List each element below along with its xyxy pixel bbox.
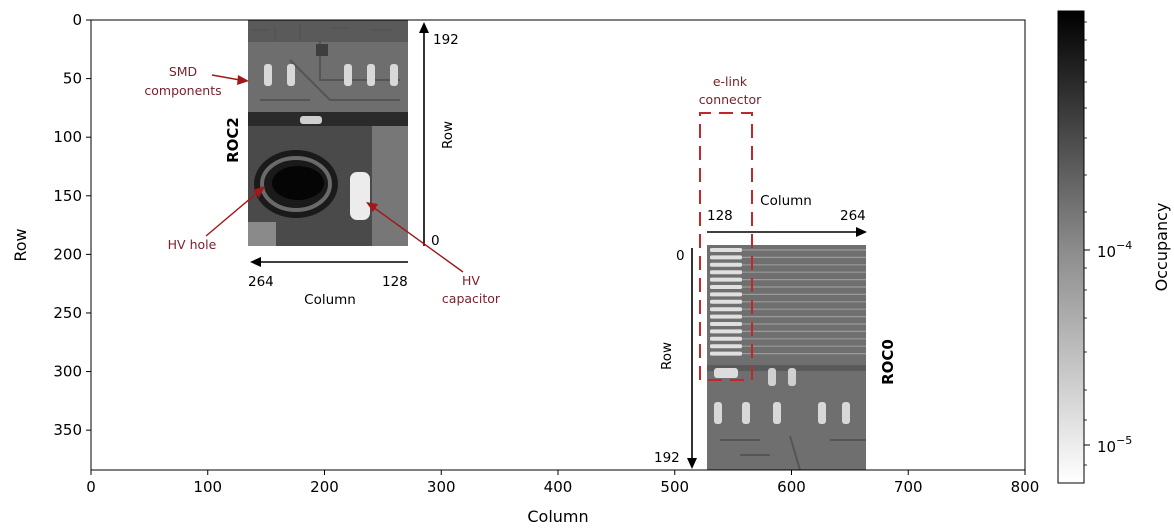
hv-hole-arrow — [205, 186, 265, 237]
colorbar-tick-low: 10−5 — [1097, 434, 1132, 456]
hv-capacitor-label-line2: capacitor — [442, 291, 501, 306]
y-tick-label: 250 — [53, 304, 82, 322]
connector-pad — [710, 292, 742, 297]
elink-dashed-box — [699, 112, 753, 381]
connector-pad — [710, 322, 742, 326]
roc0-col-left-label: 128 — [707, 208, 733, 224]
roc2-col-left-label: 264 — [248, 274, 274, 290]
hv-hole-label: HV hole — [168, 237, 217, 252]
y-tick-label: 150 — [53, 187, 82, 205]
hv-capacitor-label-line1: HV — [462, 273, 480, 288]
roc2-row-bottom-label: 0 — [431, 233, 440, 249]
roc0-row-bottom-label: 192 — [654, 450, 680, 466]
roc2-row-arrow — [419, 22, 429, 246]
roc2-column-axis-label: Column — [304, 292, 356, 308]
connector-pad — [710, 277, 742, 282]
x-tick-label: 300 — [427, 478, 456, 496]
x-tick-label: 800 — [1011, 478, 1040, 496]
elink-label-line1: e-link — [713, 74, 748, 89]
connector-pad — [710, 285, 742, 289]
connector-pad — [710, 329, 742, 334]
x-axis-ticks: 0 100 200 300 400 500 600 700 800 — [86, 470, 1039, 496]
x-tick-label: 400 — [544, 478, 573, 496]
x-tick-label: 500 — [660, 478, 689, 496]
roc0-column-axis-label: Column — [760, 193, 812, 209]
x-tick-label: 600 — [777, 478, 806, 496]
x-tick-label: 0 — [86, 478, 96, 496]
elink-label-line2: connector — [699, 92, 762, 107]
y-tick-label: 0 — [72, 11, 82, 29]
connector-pad — [710, 248, 742, 252]
roc0-row-axis-label: Row — [659, 342, 675, 370]
y-axis-label: Row — [11, 228, 30, 261]
roc0-row-top-label: 0 — [676, 248, 685, 264]
connector-pad — [710, 270, 742, 275]
connector-pad — [710, 344, 742, 349]
y-tick-label: 200 — [53, 245, 82, 263]
roc0-image — [707, 245, 866, 470]
connector-pad — [710, 262, 742, 267]
roc2-row-axis-label: Row — [440, 121, 456, 149]
colorbar-tick-high: 10−4 — [1097, 239, 1132, 261]
roc2-image — [248, 20, 408, 246]
roc0-row-arrow — [687, 248, 697, 469]
roc0-col-right-label: 264 — [840, 208, 866, 224]
y-axis-ticks: 0 50 100 150 200 250 300 350 — [53, 11, 91, 439]
hv-capacitor-arrow — [366, 202, 464, 273]
connector-pad — [710, 255, 742, 260]
x-tick-label: 100 — [193, 478, 222, 496]
connector-pad — [710, 314, 742, 319]
connector-pad — [710, 307, 742, 312]
y-tick-label: 100 — [53, 128, 82, 146]
roc2-row-top-label: 192 — [433, 32, 459, 48]
smd-arrow — [211, 74, 249, 85]
x-tick-label: 200 — [310, 478, 339, 496]
roc2-col-right-label: 128 — [382, 274, 408, 290]
colorbar — [1057, 10, 1085, 484]
y-tick-label: 350 — [53, 421, 82, 439]
smd-label-line1: SMD — [169, 64, 197, 79]
roc0-column-arrow — [707, 227, 867, 237]
y-tick-label: 50 — [63, 70, 82, 88]
x-tick-label: 700 — [894, 478, 923, 496]
y-tick-label: 300 — [53, 363, 82, 381]
smd-label-line2: components — [144, 83, 221, 98]
roc0-label: ROC0 — [879, 339, 897, 385]
plot-area — [90, 19, 1026, 471]
colorbar-ticks — [1084, 21, 1090, 466]
connector-pad — [710, 351, 742, 356]
connector-pad — [710, 336, 742, 341]
x-axis-label: Column — [527, 507, 588, 526]
connector-pad — [710, 299, 742, 304]
roc2-label: ROC2 — [224, 117, 242, 163]
colorbar-label: Occupancy — [1152, 203, 1171, 292]
roc2-column-arrow — [250, 257, 408, 267]
